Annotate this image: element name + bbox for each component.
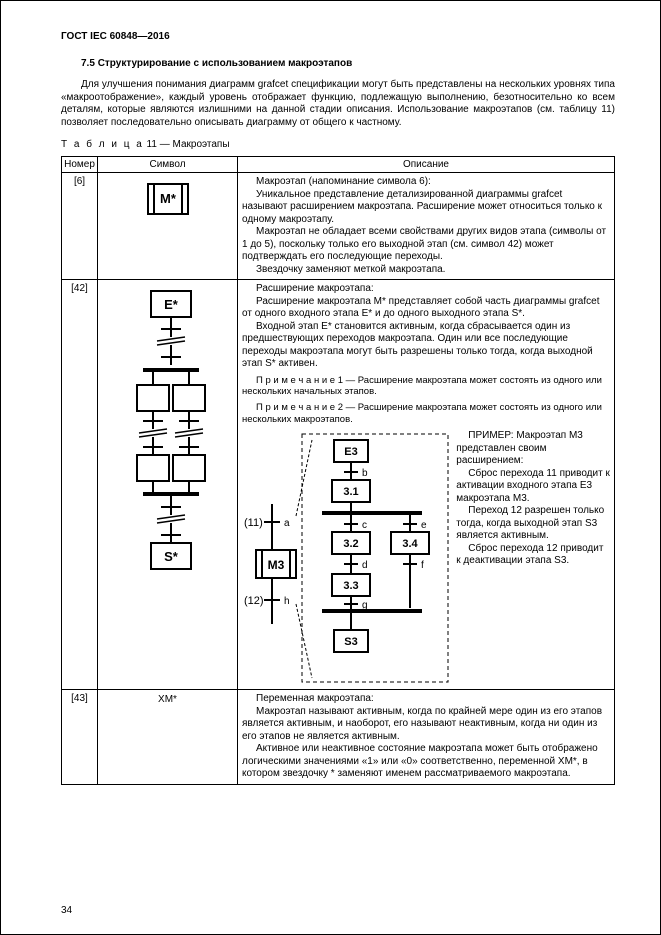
t12: (12)	[244, 595, 264, 607]
standard-id: ГОСТ IEC 60848—2016	[61, 31, 615, 42]
example-diagram-icon: (11) a M3 (12) h	[242, 430, 450, 686]
row6-p3: Макроэтап не обладает всеми свойствами д…	[242, 226, 610, 264]
svg-text:b: b	[362, 468, 368, 479]
macrostep-label: M*	[160, 191, 177, 206]
row42-p1: Расширение макроэтапа:	[242, 283, 610, 296]
row43-number: [43]	[62, 690, 98, 785]
row43-symbol-cell: XM*	[98, 690, 238, 785]
example-text: ПРИМЕР: Макроэтап M3 представлен своим р…	[456, 430, 610, 686]
row42-number: [42]	[62, 280, 98, 690]
col-header-symbol: Символ	[98, 157, 238, 173]
row6-number: [6]	[62, 173, 98, 280]
svg-text:d: d	[362, 560, 368, 571]
example-intro: ПРИМЕР: Макроэтап M3 представлен своим р…	[456, 430, 610, 468]
svg-text:E3: E3	[344, 446, 357, 458]
caption-prefix: Т а б л и ц а	[61, 139, 144, 150]
svg-text:3.1: 3.1	[343, 486, 358, 498]
row43-p2: Макроэтап называют активным, когда по кр…	[242, 706, 610, 744]
macrostep-symbol-icon: M*	[144, 180, 192, 218]
row6-symbol-cell: M*	[98, 173, 238, 280]
svg-text:S3: S3	[344, 636, 357, 648]
caption-rest: 11 — Макроэтапы	[144, 139, 230, 150]
svg-text:e: e	[421, 520, 427, 531]
expansion-symbol-icon: E*	[113, 285, 223, 585]
page-number: 34	[61, 905, 72, 916]
svg-text:3.3: 3.3	[343, 580, 358, 592]
page-content: ГОСТ IEC 60848—2016 7.5 Структурирование…	[0, 0, 661, 935]
table-header-row: Номер Символ Описание	[62, 157, 615, 173]
col-header-number: Номер	[62, 157, 98, 173]
svg-text:h: h	[284, 596, 290, 607]
t11: (11)	[244, 517, 263, 529]
row42-p3: Входной этап E* становится активным, ког…	[242, 321, 610, 371]
row6-p4: Звездочку заменяют меткой макроэтапа.	[242, 264, 610, 277]
example-p2: Переход 12 разрешен только тогда, когда …	[456, 505, 610, 543]
row6-description: Макроэтап (напоминание символа 6): Уника…	[238, 173, 615, 280]
svg-text:E*: E*	[164, 297, 179, 312]
section-title-text: Структурирование с использованием макроэ…	[98, 58, 353, 69]
row6-p1: Макроэтап (напоминание символа 6):	[242, 176, 610, 189]
table-row: [6] M* Макроэтап (напоминание символа 6)…	[62, 173, 615, 280]
row42-example: (11) a M3 (12) h	[242, 430, 610, 686]
row6-p2: Уникальное представление детализированно…	[242, 189, 610, 227]
table-row: [43] XM* Переменная макроэтапа: Макроэта…	[62, 690, 615, 785]
svg-text:3.4: 3.4	[402, 538, 418, 550]
row43-description: Переменная макроэтапа: Макроэтап называю…	[238, 690, 615, 785]
intro-paragraph: Для улучшения понимания диаграмм grafcet…	[61, 79, 615, 129]
table-row: [42] E*	[62, 280, 615, 690]
example-p3: Сброс перехода 12 приводит к деактивации…	[456, 543, 610, 568]
svg-text:3.2: 3.2	[343, 538, 358, 550]
svg-text:M3: M3	[268, 558, 285, 572]
table-caption: Т а б л и ц а 11 — Макроэтапы	[61, 139, 615, 150]
row42-symbol-cell: E*	[98, 280, 238, 690]
svg-text:f: f	[421, 560, 424, 571]
col-header-description: Описание	[238, 157, 615, 173]
section-number: 7.5	[81, 58, 95, 69]
svg-text:S*: S*	[164, 549, 179, 564]
section-title: 7.5 Структурирование с использованием ма…	[81, 58, 615, 69]
row43-p3: Активное или неактивное состояние макроэ…	[242, 743, 610, 781]
row43-p1: Переменная макроэтапа:	[242, 693, 610, 706]
row42-note1: П р и м е ч а н и е 1 — Расширение макро…	[242, 375, 610, 399]
example-p1: Сброс перехода 11 приводит к активации в…	[456, 468, 610, 506]
svg-text:c: c	[362, 520, 367, 531]
row42-description: Расширение макроэтапа: Расширение макроэ…	[238, 280, 615, 690]
row42-note2: П р и м е ч а н и е 2 — Расширение макро…	[242, 402, 610, 426]
svg-text:a: a	[284, 518, 290, 529]
row42-p2: Расширение макроэтапа M* представляет со…	[242, 296, 610, 321]
table-11: Номер Символ Описание [6] M* Макроэ	[61, 156, 615, 785]
